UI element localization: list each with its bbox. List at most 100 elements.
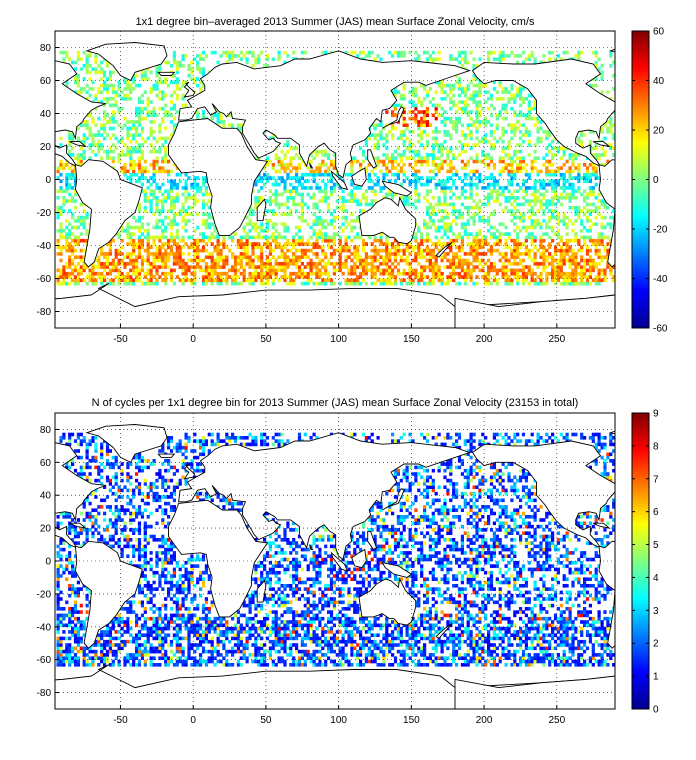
bin-cell xyxy=(260,281,264,286)
bin-cell xyxy=(580,278,584,283)
bin-cell xyxy=(135,73,139,78)
bin-cell xyxy=(324,163,328,167)
bin-cell xyxy=(289,271,293,276)
bin-cell xyxy=(239,130,243,134)
bin-cell xyxy=(466,268,470,273)
bin-cell xyxy=(379,232,383,236)
bin-cell xyxy=(350,229,354,233)
bin-cell xyxy=(114,103,118,108)
bin-cell xyxy=(580,209,584,213)
bin-cell xyxy=(571,258,575,263)
bin-cell xyxy=(449,258,453,263)
bin-cell xyxy=(135,149,139,154)
bin-cell xyxy=(507,196,511,200)
bin-cell xyxy=(469,156,473,160)
bin-cell xyxy=(542,232,546,236)
bin-cell xyxy=(551,189,555,193)
bin-cell xyxy=(324,219,328,223)
bin-cell xyxy=(201,182,206,187)
bin-cell xyxy=(431,278,435,283)
bin-cell xyxy=(94,54,98,58)
bin-cell xyxy=(370,199,374,203)
bin-cell xyxy=(216,271,220,276)
bin-cell xyxy=(280,179,284,184)
bin-cell xyxy=(559,262,563,266)
bin-cell xyxy=(434,659,438,664)
bin-cell xyxy=(178,64,182,68)
bin-cell xyxy=(129,97,133,101)
bin-cell xyxy=(332,163,336,167)
bin-cell xyxy=(231,268,235,273)
bin-cell xyxy=(492,166,496,170)
bin-cell xyxy=(146,136,150,141)
bin-cell xyxy=(609,64,613,68)
bin-cell xyxy=(152,238,156,243)
bin-cell xyxy=(489,133,494,137)
bin-cell xyxy=(495,242,499,246)
bin-cell xyxy=(475,169,479,174)
bin-cell xyxy=(553,215,558,220)
bin-cell xyxy=(489,50,494,55)
bin-cell xyxy=(82,120,86,124)
bin-cell xyxy=(504,265,508,269)
bin-cell xyxy=(117,262,121,266)
bin-cell xyxy=(181,186,185,190)
bin-cell xyxy=(280,149,284,154)
bin-cell xyxy=(263,659,267,664)
bin-cell xyxy=(321,235,325,240)
bin-cell xyxy=(56,663,60,667)
bin-cell xyxy=(504,258,508,263)
bin-cell xyxy=(437,663,441,667)
bin-cell xyxy=(175,110,179,114)
bin-cell xyxy=(533,123,537,127)
bin-cell xyxy=(236,262,240,266)
bin-cell xyxy=(446,133,450,137)
bin-cell xyxy=(169,252,174,256)
bin-cell xyxy=(108,271,112,276)
bin-cell xyxy=(504,106,508,111)
bin-cell xyxy=(507,189,511,193)
bin-cell xyxy=(588,268,592,273)
bin-cell xyxy=(385,265,389,269)
bin-cell xyxy=(271,255,275,259)
bin-cell xyxy=(417,123,421,127)
bin-cell xyxy=(82,153,86,157)
bin-cell xyxy=(193,202,197,207)
bin-cell xyxy=(76,268,80,273)
bin-cell xyxy=(167,192,171,197)
x-tick-label: 0 xyxy=(190,334,196,345)
bin-cell xyxy=(364,166,368,170)
bin-cell xyxy=(199,80,203,85)
bin-cell xyxy=(399,54,403,58)
bin-cell xyxy=(393,156,398,160)
bin-cell xyxy=(300,248,304,253)
bin-cell xyxy=(460,57,464,61)
bin-cell xyxy=(135,265,139,269)
bin-cell xyxy=(59,281,63,286)
bin-cell xyxy=(167,209,171,213)
bin-cell xyxy=(495,235,499,240)
bin-cell xyxy=(495,116,499,121)
bin-cell xyxy=(457,83,462,88)
bin-cell xyxy=(551,186,555,190)
bin-cell xyxy=(65,265,69,269)
bin-cell xyxy=(196,83,200,88)
bin-cell xyxy=(228,268,232,273)
bin-cell xyxy=(542,281,546,286)
bin-cell xyxy=(62,659,66,664)
bin-cell xyxy=(190,281,194,286)
bin-cell xyxy=(489,130,494,134)
bin-cell xyxy=(492,275,496,279)
bin-cell xyxy=(463,205,467,210)
bin-cell xyxy=(105,60,110,65)
bin-cell xyxy=(556,166,560,170)
bin-cell xyxy=(466,87,470,91)
bin-cell xyxy=(321,153,325,157)
x-tick-label: 150 xyxy=(403,334,420,345)
bin-cell xyxy=(414,182,418,187)
bin-cell xyxy=(460,248,464,253)
bin-cell xyxy=(103,73,107,78)
bin-cell xyxy=(527,215,531,220)
bin-cell xyxy=(577,179,581,184)
bin-cell xyxy=(356,275,360,279)
